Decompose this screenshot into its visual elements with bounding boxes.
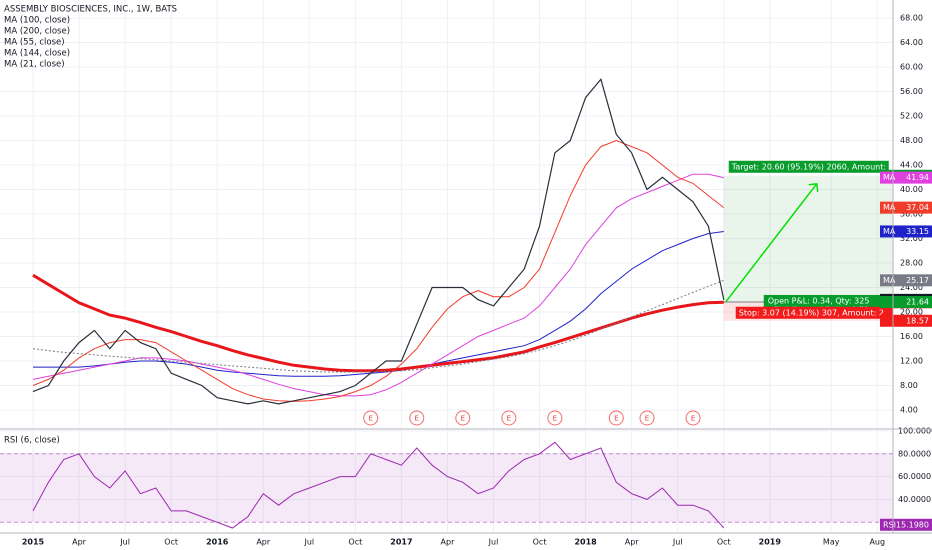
x-tick-label: Apr xyxy=(625,538,640,547)
legend-entry: MA (21, close) xyxy=(4,60,65,70)
x-tick-label: Oct xyxy=(164,538,178,547)
price-tag-prefix: MA xyxy=(883,203,896,212)
y-tick-label: 52.00 xyxy=(900,112,923,121)
x-tick-label: Aug xyxy=(869,538,885,547)
x-tick-label: Jul xyxy=(672,538,683,547)
target-zone xyxy=(723,175,893,302)
y-tick-label: 40.00 xyxy=(900,185,923,194)
ma-line xyxy=(32,139,725,402)
x-tick-label: Oct xyxy=(348,538,362,547)
y-tick-label: 28.00 xyxy=(900,258,923,267)
x-tick-label: Apr xyxy=(256,538,271,547)
x-tick-label: Jul xyxy=(303,538,314,547)
plot: Target: 20.60 (95.19%) 2060, Amount: 2 Op… xyxy=(0,78,894,529)
x-tick-label: Apr xyxy=(72,538,87,547)
earnings-marker xyxy=(608,410,624,426)
x-tick-label: Jul xyxy=(119,538,130,547)
y-tick-label: 80.0000 xyxy=(898,449,931,458)
ma-line xyxy=(33,231,724,377)
target-arrow xyxy=(725,183,818,303)
x-tick-label: 2016 xyxy=(206,538,229,547)
price-tag-prefix: MA xyxy=(883,276,896,285)
y-tick-label: 64.00 xyxy=(900,38,923,47)
target-label: Target: 20.60 (95.19%) 2060, Amount: 2 xyxy=(731,162,894,171)
price-tag-label: 21.64 xyxy=(906,297,929,306)
y-tick-label: 60.00 xyxy=(900,63,923,72)
earnings-marker xyxy=(547,410,563,426)
earnings-label: E xyxy=(507,415,511,423)
target-arrow-head xyxy=(808,182,819,192)
y-tick-label: 60.0000 xyxy=(898,472,931,481)
x-tick-label: Oct xyxy=(533,538,547,547)
price-tag-label: 25.17 xyxy=(906,276,929,285)
price-tag-label: 37.04 xyxy=(906,203,929,212)
x-tick-label: 2017 xyxy=(390,538,412,547)
earnings-label: E xyxy=(691,415,695,423)
y-tick-label: 40.0000 xyxy=(898,495,931,504)
price-tag-label: 18.57 xyxy=(906,316,929,325)
y-tick-label: 100.0000 xyxy=(898,426,932,435)
x-tick-label: Jul xyxy=(488,538,499,547)
earnings-marker xyxy=(455,410,471,426)
earnings-label: E xyxy=(614,415,618,423)
stop-label: Stop: 3.07 (14.19%) 307, Amount: 2 xyxy=(739,308,884,317)
y-tick-label: 24.00 xyxy=(900,283,923,292)
earnings-label: E xyxy=(553,415,557,423)
earnings-marker xyxy=(363,410,379,426)
legend-entry: MA (100, close) xyxy=(4,16,70,26)
y-tick-label: 68.00 xyxy=(900,14,923,23)
y-tick-label: 4.00 xyxy=(900,405,918,414)
y-tick-label: 8.00 xyxy=(900,381,918,390)
earnings-label: E xyxy=(461,415,465,423)
x-tick-label: 2015 xyxy=(22,538,45,547)
x-tick-label: May xyxy=(823,538,840,547)
earnings-marker xyxy=(685,410,701,426)
price-tag-prefix: RSI xyxy=(883,520,896,529)
price-line xyxy=(32,78,725,405)
x-tick-label: 2019 xyxy=(759,538,782,547)
price-tag-prefix: MA xyxy=(883,173,896,182)
y-tick-label: 16.00 xyxy=(900,332,923,341)
price-tag-label: 41.94 xyxy=(906,173,929,182)
rsi-line xyxy=(32,441,725,529)
target-label-bg xyxy=(728,160,889,173)
legend-entry: MA (144, close) xyxy=(4,49,70,59)
x-tick-label: Oct xyxy=(717,538,731,547)
y-tick-label: 32.00 xyxy=(900,234,923,243)
earnings-marker xyxy=(409,410,425,426)
legend-entry: MA (55, close) xyxy=(4,38,65,48)
ma-line xyxy=(32,173,724,397)
legend-entry: MA (200, close) xyxy=(4,27,70,37)
y-tick-label: 44.00 xyxy=(900,161,923,170)
earnings-marker xyxy=(639,410,655,426)
price-tag-label: 33.15 xyxy=(906,227,929,236)
stop-label-bg xyxy=(735,306,893,319)
price-tag-label: 15.1980 xyxy=(896,520,929,529)
chart-title: ASSEMBLY BIOSCIENCES, INC., 1W, BATS xyxy=(4,5,177,15)
x-tick-label: 2018 xyxy=(574,538,597,547)
rsi-legend: RSI (6, close) xyxy=(4,436,60,446)
y-tick-label: 56.00 xyxy=(900,87,923,96)
y-tick-label: 36.00 xyxy=(900,210,923,219)
earnings-label: E xyxy=(368,415,372,423)
y-tick-label: 48.00 xyxy=(900,136,923,145)
ma-line xyxy=(32,273,724,373)
y-tick-label: 12.00 xyxy=(900,356,923,365)
earnings-marker xyxy=(501,410,517,426)
y-tick-label: 20.00 xyxy=(900,307,923,316)
pnl-label: Open P&L: 0.34, Qty: 325 xyxy=(768,296,870,305)
earnings-label: E xyxy=(645,415,649,423)
price-tag-prefix: MA xyxy=(883,227,896,236)
rsi-band xyxy=(0,453,893,523)
x-tick-label: Apr xyxy=(441,538,456,547)
earnings-label: E xyxy=(415,415,419,423)
